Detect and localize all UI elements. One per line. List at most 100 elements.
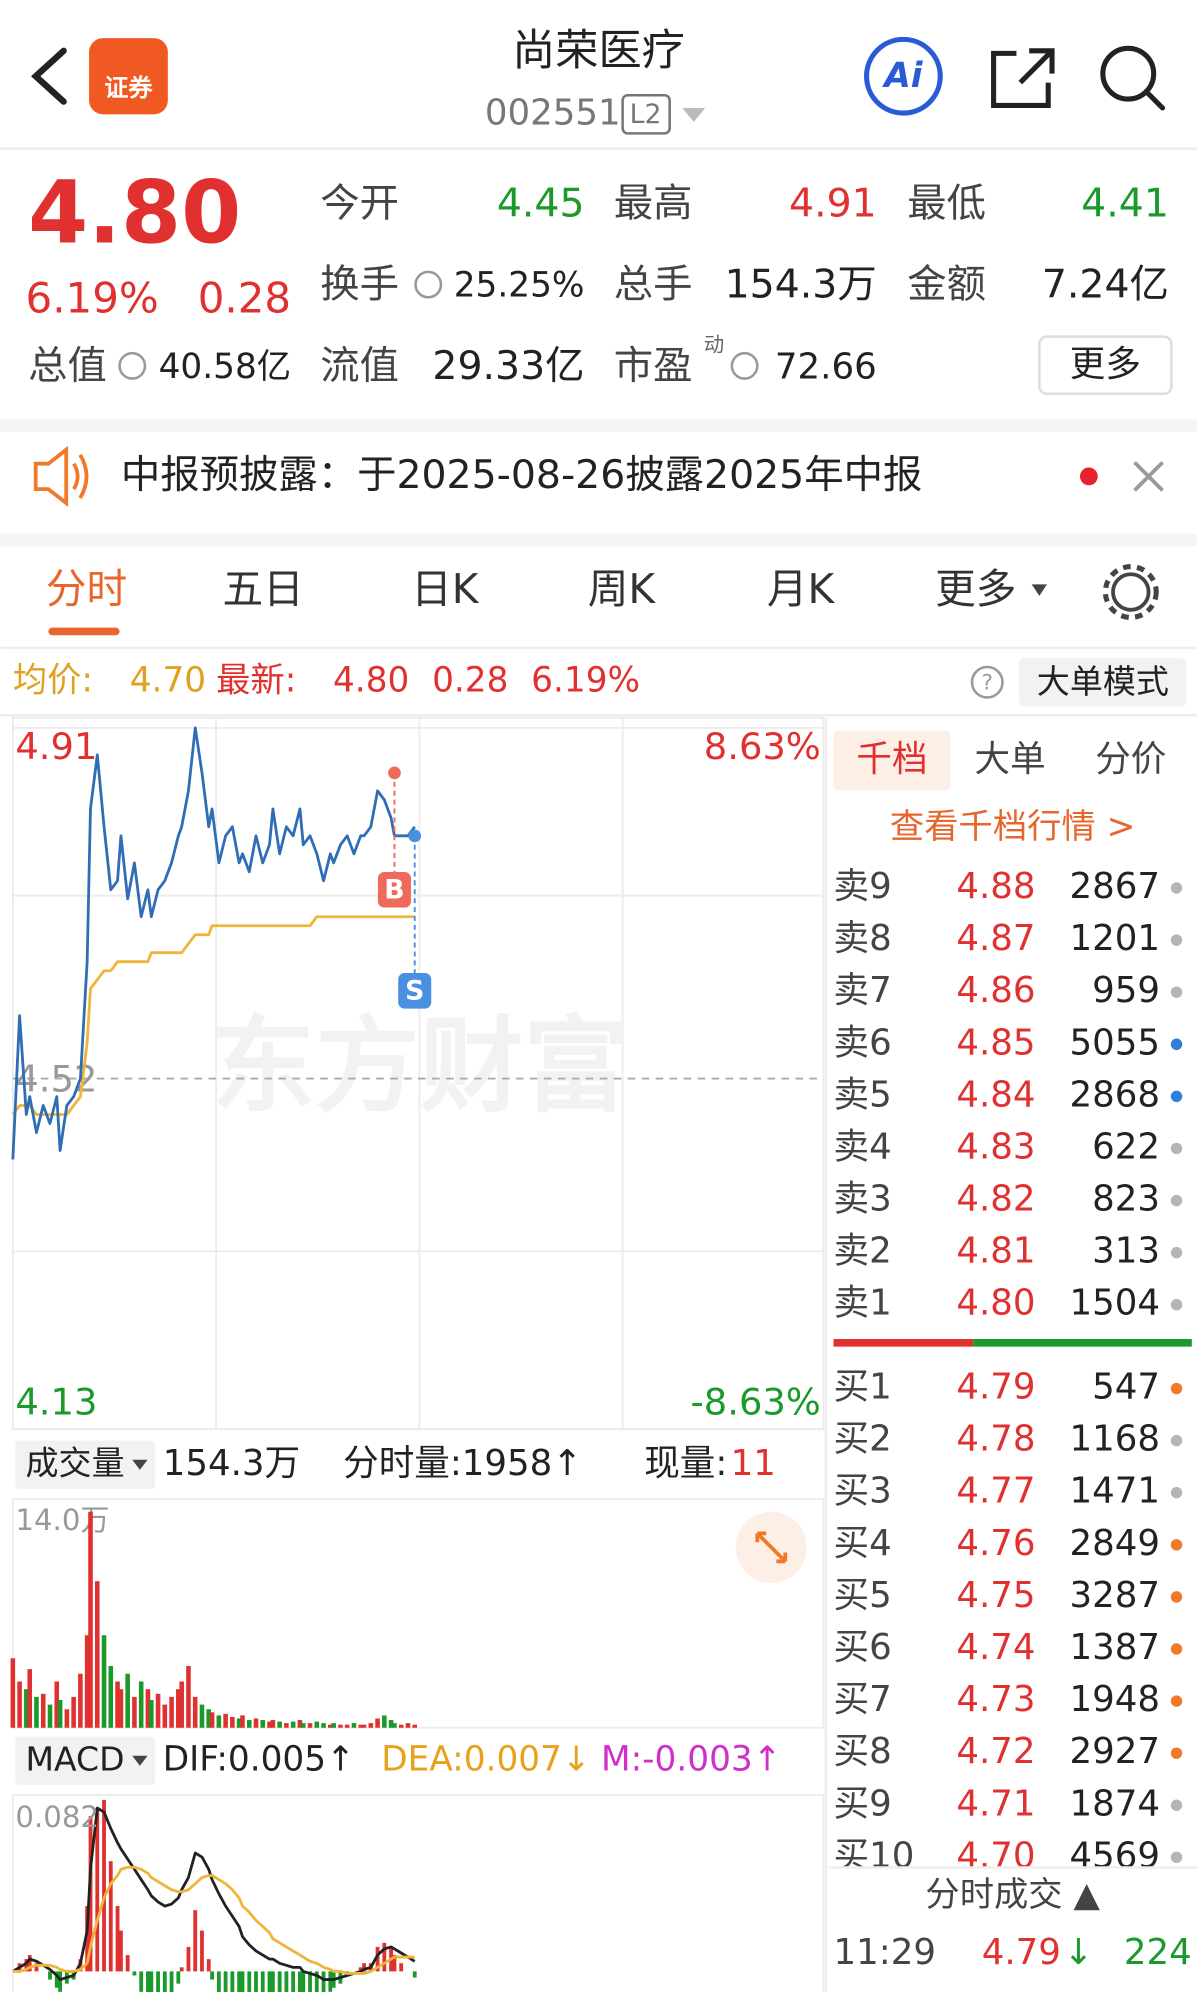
field-value: 4.45 <box>497 180 585 226</box>
back-button[interactable] <box>30 47 67 105</box>
volume-bar <box>88 1511 93 1728</box>
current-label: 现量: <box>644 1443 727 1484</box>
stock-code: 002551 <box>485 92 621 133</box>
macd-bar <box>176 1971 181 1984</box>
book-dot <box>1170 1851 1183 1864</box>
field-value: 25.25% <box>454 266 585 306</box>
volume-bar <box>27 1669 33 1728</box>
book-label: 买8 <box>834 1731 892 1772</box>
settings-icon[interactable] <box>1111 572 1151 612</box>
volume-bar <box>17 1681 22 1728</box>
macd-bar <box>132 1971 137 1976</box>
field-value: 154.3万 <box>725 262 877 308</box>
field-label: 金额 <box>907 262 986 308</box>
tab[interactable]: 更多 <box>935 565 1016 613</box>
tab[interactable]: 周K <box>588 565 657 613</box>
info-icon[interactable] <box>730 351 759 380</box>
volume-bar <box>216 1715 222 1728</box>
book-price: 4.84 <box>956 1074 1035 1115</box>
macd-bar <box>139 1971 144 1992</box>
field-label: 最低 <box>907 180 986 226</box>
book-price: 4.82 <box>956 1179 1035 1220</box>
bid-bar <box>973 1339 1192 1347</box>
y2-tick-label: 8.63% <box>704 725 821 768</box>
ai-button[interactable] <box>864 36 943 116</box>
volume-bar <box>307 1723 313 1728</box>
notice-text[interactable]: 中报预披露：于2025-08-26披露2025年中报 <box>121 452 923 498</box>
book-price: 4.88 <box>956 866 1035 907</box>
field-value: 4.91 <box>789 180 877 226</box>
book-dot <box>1170 1591 1183 1603</box>
trades-title[interactable]: 分时成交 ▲ <box>925 1875 1100 1915</box>
latest-value: 4.80 <box>333 661 409 701</box>
info-icon[interactable] <box>118 351 147 380</box>
book-volume: 1471 <box>1070 1471 1161 1512</box>
more-button[interactable] <box>1038 335 1173 396</box>
book-tab[interactable]: 大单 <box>975 739 1046 780</box>
book-dot <box>1170 1194 1183 1207</box>
macd-bar <box>412 1971 417 1978</box>
volume-bar <box>253 1718 259 1728</box>
book-tab[interactable]: 千档 <box>856 739 927 780</box>
field-value: 72.66 <box>775 346 877 387</box>
book-label: 卖5 <box>834 1074 892 1115</box>
book-volume: 2867 <box>1070 866 1161 907</box>
volume-bar <box>192 1696 198 1728</box>
volume-bar <box>321 1723 326 1728</box>
book-price: 4.85 <box>956 1022 1035 1063</box>
tab[interactable]: 分时 <box>46 565 127 613</box>
field-value: 40.58亿 <box>159 347 291 387</box>
book-price: 4.78 <box>956 1419 1035 1460</box>
volume-bar <box>179 1681 184 1728</box>
info-icon[interactable] <box>414 270 443 299</box>
latest-label: 最新: <box>216 661 296 701</box>
volume-bar <box>149 1699 154 1728</box>
book-volume: 959 <box>1092 970 1160 1011</box>
tab[interactable]: 五日 <box>222 565 303 613</box>
mode-button[interactable] <box>1019 658 1187 707</box>
book-price: 4.86 <box>956 970 1035 1011</box>
trade-time: 11:29 <box>834 1932 937 1973</box>
book-label: 买6 <box>834 1627 892 1668</box>
selector-box[interactable] <box>15 1736 156 1785</box>
volume-bar <box>240 1715 245 1728</box>
book-volume: 3287 <box>1070 1575 1161 1616</box>
logo-text: 证券 <box>104 74 153 102</box>
y2-tick-label: -8.63% <box>691 1380 821 1423</box>
book-label: 买2 <box>834 1419 892 1460</box>
volume-bar <box>351 1723 357 1728</box>
search-icon[interactable] <box>1100 45 1157 102</box>
series-line <box>11 915 415 1116</box>
book-label: 卖3 <box>834 1179 892 1220</box>
share-icon[interactable] <box>991 48 1055 108</box>
stock-name: 尚荣医疗 <box>512 26 685 76</box>
book-label: 卖6 <box>834 1022 892 1063</box>
tab[interactable]: 日K <box>411 565 480 613</box>
volume-bar <box>138 1681 144 1728</box>
series-line <box>12 1806 416 1981</box>
book-price: 4.76 <box>956 1523 1035 1564</box>
series-line <box>11 726 416 1160</box>
volume-bar <box>358 1724 363 1728</box>
book-link[interactable]: 查看千档行情 > <box>890 807 1135 847</box>
current-value: 11 <box>731 1443 776 1484</box>
dea-label: DEA:0.007↓ <box>381 1739 590 1779</box>
macd-bar <box>169 1971 174 1992</box>
close-icon[interactable] <box>1133 461 1164 492</box>
volume-bar <box>54 1681 60 1728</box>
help-icon[interactable] <box>970 665 1004 699</box>
book-label: 卖2 <box>834 1231 892 1272</box>
dropdown-arrow[interactable] <box>682 107 706 122</box>
macd-bar <box>328 1971 333 1992</box>
book-dot <box>1170 986 1183 998</box>
macd-bar <box>24 1959 29 1972</box>
tab[interactable]: 月K <box>767 565 836 613</box>
book-tab[interactable]: 分价 <box>1095 739 1166 780</box>
volume-bar <box>40 1693 46 1728</box>
selector-box[interactable] <box>15 1440 156 1489</box>
macd-bar <box>362 1963 366 1972</box>
trade-price: 4.79 <box>982 1932 1061 1973</box>
change: 0.28 <box>198 274 291 323</box>
change-pct: 6.19% <box>26 274 159 323</box>
